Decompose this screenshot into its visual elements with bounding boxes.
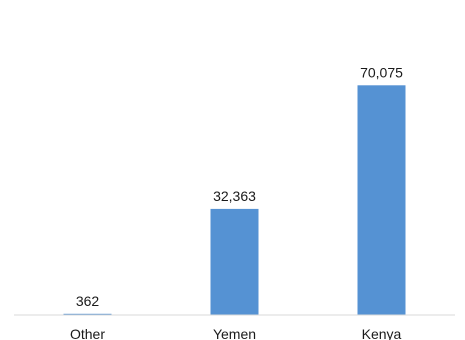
data-label-kenya: 70,075 <box>360 64 403 80</box>
category-label-other: Other <box>70 326 105 340</box>
bar-other <box>63 313 112 315</box>
bars-group <box>63 85 406 315</box>
data-labels-group: 362 32,363 70,075 <box>76 64 403 308</box>
category-label-kenya: Kenya <box>362 326 402 340</box>
bar-yemen <box>210 208 259 315</box>
data-label-other: 362 <box>76 293 100 309</box>
category-label-yemen: Yemen <box>213 326 256 340</box>
data-label-yemen: 32,363 <box>213 188 256 204</box>
bar-kenya <box>357 85 406 315</box>
category-labels-group: Other Yemen Kenya <box>70 326 402 340</box>
